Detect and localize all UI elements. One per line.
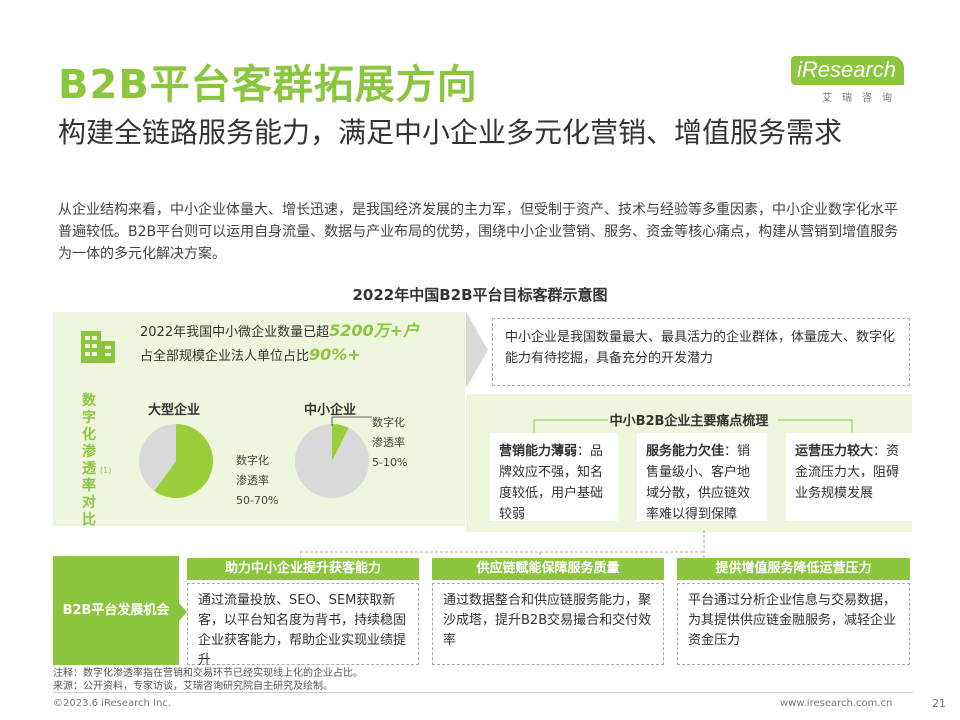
footnote-note: 注释：数字化渗透率指在营销和交易环节已经实现线上化的企业占比。 bbox=[53, 668, 363, 679]
stat-share: 90%+ bbox=[309, 345, 361, 364]
vertical-label-char: 化 bbox=[82, 427, 96, 443]
logo-chinese: 艾瑞咨询 bbox=[822, 93, 902, 104]
pie-title-sme: 中小企业 bbox=[304, 403, 357, 418]
pie-large-slices bbox=[138, 424, 213, 498]
footnote-marker: (1) bbox=[100, 466, 112, 475]
pain-card-service: 服务能力欠佳：销售量级小、客户地域分散，供应链效率难以得到保障 bbox=[637, 433, 767, 522]
iresearch-logo: iResearch 艾瑞咨询 bbox=[790, 56, 908, 106]
pie-chart-sme bbox=[295, 424, 369, 498]
vertical-label-char: 数 bbox=[82, 393, 96, 409]
intro-paragraph: 从企业结构来看，中小企业体量大、增长迅速，是我国经济发展的主力军，但受制于资产、… bbox=[58, 202, 899, 262]
pie-slice-digital bbox=[154, 424, 213, 498]
pie-chart-large bbox=[138, 424, 213, 498]
pie-sme-slices bbox=[295, 424, 369, 498]
chart-title: 2022年中国B2B平台目标客群示意图 bbox=[352, 286, 608, 304]
opportunity-body-3: 平台通过分析企业信息与交易数据，为其提供供应链金融服务，减轻企业资金压力 bbox=[677, 583, 910, 665]
pie-slice-digital bbox=[332, 424, 349, 461]
sme-stat-text: 2022年我国中小微企业数量已超5200万+户 占全部规模企业法人单位占比90%… bbox=[140, 320, 460, 368]
opportunity-head-1: 助力中小企业提升获客能力 bbox=[187, 558, 419, 580]
vertical-label-char: 对 bbox=[82, 495, 96, 511]
footnote: 注释：数字化渗透率指在营销和交易环节已经实现线上化的企业占比。 来源：公开资料，… bbox=[53, 667, 363, 693]
page-number: 21 bbox=[932, 697, 946, 710]
footer-divider bbox=[53, 692, 913, 693]
pie-slice-rest bbox=[138, 424, 176, 491]
vertical-label-char: 率 bbox=[82, 478, 96, 494]
page-title: B2B平台客群拓展方向 bbox=[58, 62, 478, 108]
website-link[interactable]: www.iresearch.com.cn bbox=[780, 698, 893, 709]
pain-points-title: 中小B2B企业主要痛点梳理 bbox=[609, 414, 769, 429]
left-panel bbox=[53, 312, 465, 526]
vertical-label-char: 比 bbox=[82, 512, 96, 528]
opportunity-arrow bbox=[179, 603, 187, 621]
copyright: ©2023.6 iResearch Inc. bbox=[53, 698, 171, 709]
pain-card-marketing: 营销能力薄弱：品牌效应不强，知名度较低，用户基础较弱 bbox=[490, 433, 618, 522]
vertical-label-char: 渗 bbox=[82, 444, 96, 460]
opportunity-label: B2B平台发展机会 bbox=[53, 556, 179, 665]
vertical-axis-label: 数字化渗透率对比 bbox=[80, 393, 98, 529]
pie-sme-leader bbox=[331, 416, 372, 426]
sme-description-box: 中小企业是我国数量最大、最具活力的企业群体，体量庞大、数字化能力有待挖掘，具备充… bbox=[492, 318, 910, 386]
stat-line-2: 占全部规模企业法人单位占比90%+ bbox=[140, 345, 361, 364]
pie-label-sme: 数字化 渗透率 5-10% bbox=[372, 416, 408, 469]
stat-line-1: 2022年我国中小微企业数量已超5200万+户 bbox=[140, 321, 420, 340]
footnote-source: 来源：公开资料，专家访谈，艾瑞咨询研究院自主研究及绘制。 bbox=[53, 681, 333, 692]
chevron-right-icon bbox=[466, 312, 488, 388]
pie-title-large: 大型企业 bbox=[148, 403, 201, 418]
vertical-label-char: 透 bbox=[82, 461, 96, 477]
pain-points-bracket bbox=[533, 419, 853, 436]
opportunity-head-3: 提供增值服务降低运营压力 bbox=[677, 558, 910, 580]
vertical-label-char: 字 bbox=[82, 410, 96, 426]
opportunity-body-1: 通过流量投放、SEO、SEM获取新客，以平台知名度为背书，持续稳固企业获客能力，… bbox=[187, 583, 419, 668]
page-subtitle: 构建全链路服务能力，满足中小企业多元化营销、增值服务需求 bbox=[58, 116, 843, 149]
building-icon bbox=[81, 331, 115, 363]
opportunity-body-2: 通过数据整合和供应链服务能力，聚沙成塔，提升B2B交易撮合和交付效率 bbox=[432, 583, 664, 665]
pain-card-operation: 运营压力较大：资金流压力大，阻碍业务规模发展 bbox=[786, 433, 912, 521]
opportunity-head-2: 供应链赋能保障服务质量 bbox=[432, 558, 664, 580]
stat-count: 5200万+户 bbox=[329, 321, 420, 340]
pie-label-large: 数字化 渗透率 50-70% bbox=[236, 454, 279, 507]
pie-slice-rest bbox=[295, 424, 369, 498]
logo-wordmark: iResearch bbox=[790, 56, 904, 85]
connector-lines bbox=[300, 530, 705, 558]
